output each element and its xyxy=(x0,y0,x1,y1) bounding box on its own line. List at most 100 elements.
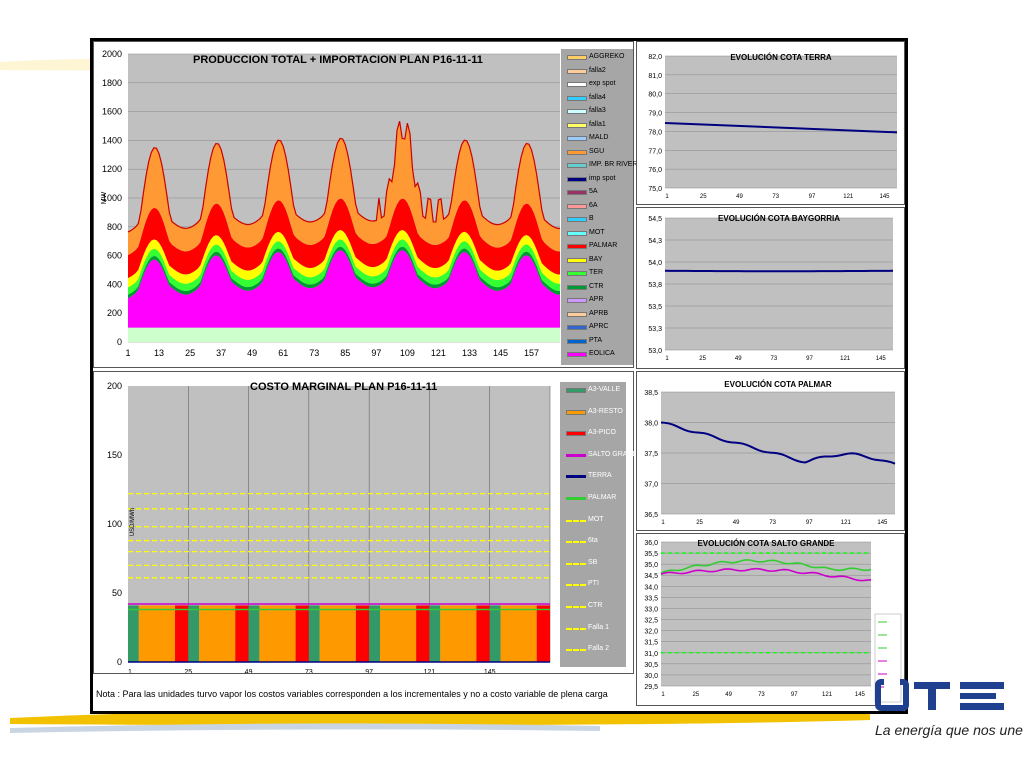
bar-valle xyxy=(369,605,380,662)
y-axis-label: USD/MWh xyxy=(130,508,136,536)
legend-label: A3-PICO xyxy=(588,429,617,437)
legend-label: EOLICA xyxy=(589,350,615,357)
legend-swatch xyxy=(567,244,587,249)
y-tick-label: 35,5 xyxy=(644,551,658,558)
y-tick-label: 81,0 xyxy=(648,73,662,80)
legend-label: TERRA xyxy=(588,472,612,480)
legend-swatch xyxy=(567,176,587,182)
legend-label: SALTO GRANDE xyxy=(588,450,643,458)
legend-label: falla4 xyxy=(589,93,606,101)
legend-swatch xyxy=(567,203,587,209)
x-tick-label: 49 xyxy=(733,520,740,526)
bar-resto xyxy=(199,605,236,662)
cota-terra-panel: 75,0 76,0 77,0 78,0 79,0 80,0 81,0 82,0 1 25 49 73 9… xyxy=(636,41,905,205)
legend-label: TER xyxy=(589,269,603,276)
y-tick-label: 53,3 xyxy=(648,326,662,333)
legend-label: imp spot xyxy=(589,174,616,182)
y-tick-label: 200 xyxy=(107,308,122,318)
legend-label: AGGREKO xyxy=(589,53,625,60)
x-tick-label: 73 xyxy=(771,356,778,362)
x-tick-label: 25 xyxy=(184,669,192,673)
y-tick-label: 78,0 xyxy=(648,129,662,136)
bar-valle xyxy=(188,605,200,662)
y-tick-label: 33,5 xyxy=(644,595,658,602)
layer-base xyxy=(128,327,560,342)
x-tick-label: 61 xyxy=(278,348,288,358)
legend-label: APRB xyxy=(589,309,609,317)
chart-title: EVOLUCIÓN COTA SALTO GRANDE xyxy=(697,539,835,548)
bar-resto xyxy=(500,605,537,662)
y-tick-label: 80,0 xyxy=(648,92,662,99)
legend-label: 5A xyxy=(589,188,598,195)
y-tick-label: 200 xyxy=(107,381,122,391)
x-tick-label: 73 xyxy=(305,669,313,673)
x-tick-label: 121 xyxy=(841,520,852,526)
y-tick-label: 75,0 xyxy=(648,186,662,193)
y-tick-label: 0 xyxy=(117,657,122,667)
x-tick-label: 121 xyxy=(822,692,833,698)
legend-label: falla3 xyxy=(589,107,606,114)
y-tick-label: 53,8 xyxy=(648,282,662,289)
production-legend: AGGREKO falla2 exp spot falla4 falla3 falla1 M… xyxy=(561,49,642,365)
bar-pico xyxy=(416,605,430,662)
ute-logo xyxy=(875,678,1004,711)
plot-area xyxy=(661,542,871,686)
x-tick-label: 73 xyxy=(772,194,779,200)
y-axis-label: MW xyxy=(101,191,108,204)
x-tick-label: 85 xyxy=(340,348,350,358)
y-tick-label: 79,0 xyxy=(648,111,662,118)
legend-swatch xyxy=(567,257,587,263)
marginal-cost-legend: A3-VALLE A3-RESTO A3-PICO SALTO GRANDE TERRA… xyxy=(560,382,642,667)
legend-swatch xyxy=(567,352,587,357)
legend-label: falla1 xyxy=(589,120,606,128)
y-tick-label: 54,5 xyxy=(648,216,662,223)
legend-label: BAY xyxy=(589,255,603,263)
x-tick-label: 97 xyxy=(806,520,813,526)
y-tick-label: 35,0 xyxy=(644,562,658,569)
x-tick-label: 157 xyxy=(524,348,539,358)
bar-pico xyxy=(175,605,189,662)
bar-pico xyxy=(295,605,309,662)
y-tick-label: 54,0 xyxy=(648,260,662,267)
cota-terra-chart: 75,0 76,0 77,0 78,0 79,0 80,0 81,0 82,0 1 25 49 73 9… xyxy=(648,53,898,200)
legend-swatch xyxy=(567,217,587,222)
legend-swatch xyxy=(567,68,587,74)
legend-swatch xyxy=(566,388,586,393)
legend-swatch xyxy=(567,163,587,168)
bar-pico xyxy=(355,605,370,662)
x-tick-label: 25 xyxy=(700,194,707,200)
y-tick-label: 400 xyxy=(107,279,122,289)
legend-swatch xyxy=(567,122,587,128)
legend-label: B xyxy=(589,215,594,222)
legend-label: PTA xyxy=(589,336,603,344)
y-tick-label: 100 xyxy=(107,519,122,529)
y-tick-label: 53,0 xyxy=(648,348,662,355)
legend-label: 6ta xyxy=(588,537,598,545)
y-tick-label: 77,0 xyxy=(648,148,662,155)
legend-label: falla2 xyxy=(589,66,606,74)
y-tick-label: 30,0 xyxy=(644,673,658,680)
layer-bay xyxy=(128,230,560,288)
bar-valle xyxy=(429,605,441,662)
x-tick-label: 49 xyxy=(247,348,257,358)
y-tick-label: 36,0 xyxy=(644,540,658,547)
legend-label: SGU xyxy=(589,147,605,155)
legend-swatch xyxy=(567,284,587,290)
y-tick-label: 29,5 xyxy=(644,684,658,691)
x-tick-label: 13 xyxy=(154,348,164,358)
cota-palmar-chart: 36,5 37,0 37,5 38,0 38,5 1 25 49 73 97 121 145 EVOLU… xyxy=(644,380,896,526)
x-tick-label: 1 xyxy=(661,520,665,526)
legend-label: Falla 1 xyxy=(588,623,610,631)
x-tick-label: 49 xyxy=(725,692,732,698)
production-chart-panel: 0 200 400 600 800 1000 1200 1400 1600 1800 2000 1 13… xyxy=(93,41,642,368)
legend-swatch xyxy=(567,338,587,344)
cota-palmar-panel: 36,5 37,0 37,5 38,0 38,5 1 25 49 73 97 121 145 EVOLU… xyxy=(636,371,905,531)
bar-valle xyxy=(248,605,260,662)
layer-palmar xyxy=(128,198,560,279)
layer-eolica xyxy=(128,250,560,328)
x-tick-label: 25 xyxy=(185,348,195,358)
cota-baygorria-panel: 53,0 53,3 53,5 53,8 54,0 54,3 54,5 1 25 49 73 97 121… xyxy=(636,207,905,369)
legend-swatch xyxy=(567,271,587,276)
y-tick-label: 1800 xyxy=(102,78,122,88)
legend-swatch xyxy=(567,325,587,330)
